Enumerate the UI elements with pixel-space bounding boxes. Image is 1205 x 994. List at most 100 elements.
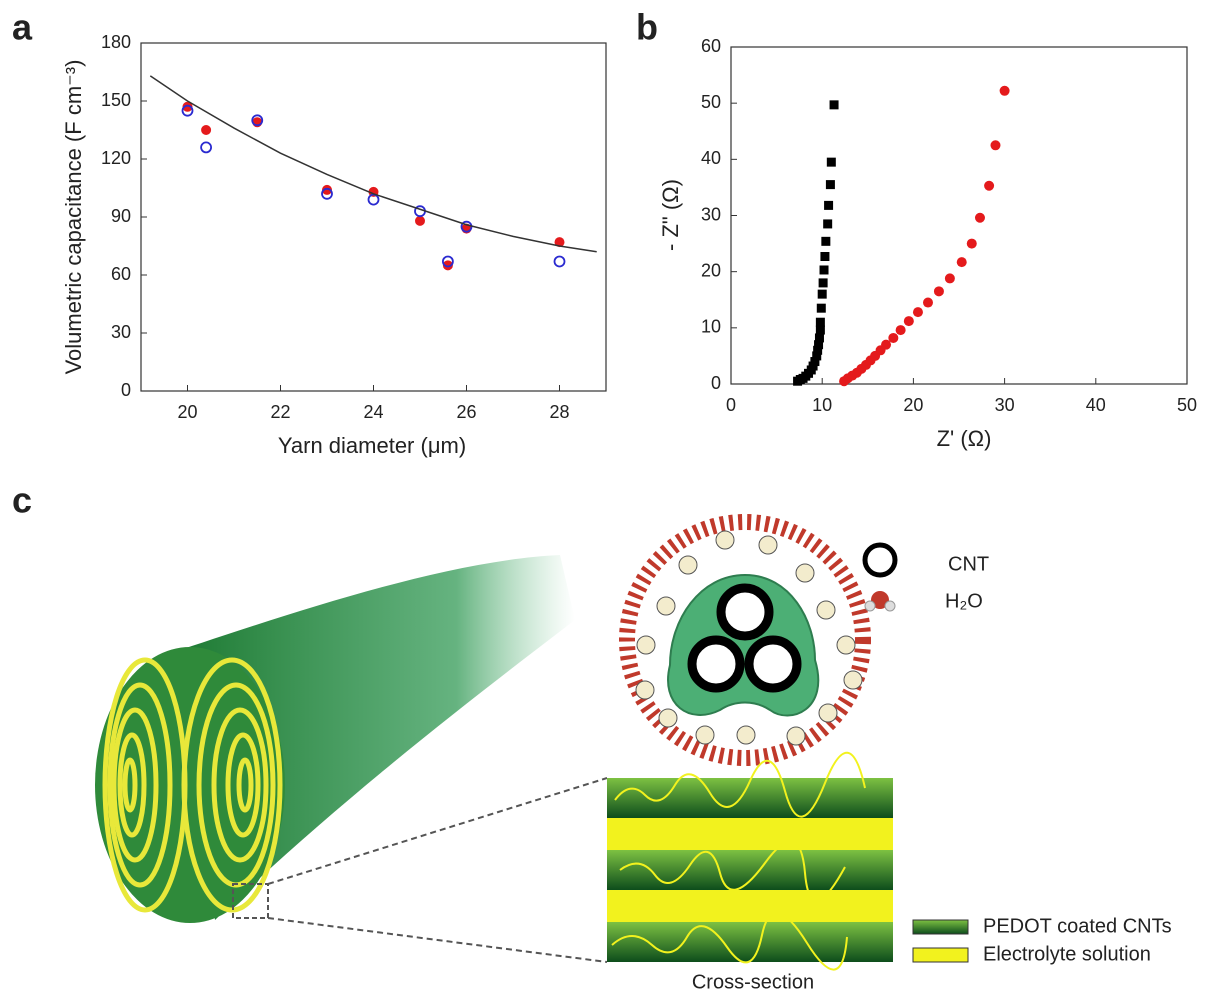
- point: [182, 101, 193, 112]
- point: [813, 345, 823, 355]
- y-tick-label: 180: [101, 32, 131, 52]
- y-axis-label: Volumetric capacitance (F cm⁻³): [61, 60, 86, 375]
- point: [990, 140, 1001, 151]
- zoom-line: [267, 917, 608, 963]
- legend-label: Electrolyte solution: [983, 943, 1151, 965]
- pedot-band: [607, 850, 893, 890]
- x-axis-label: Z' (Ω): [937, 426, 992, 451]
- pedot-band: [607, 922, 893, 962]
- fit-line: [149, 75, 597, 253]
- point: [825, 180, 835, 190]
- plot-frame: [730, 46, 1188, 385]
- cnt-icon: [862, 542, 898, 578]
- x-tick-label: 40: [1086, 395, 1106, 415]
- y-tick-label: 120: [101, 148, 131, 168]
- point: [818, 278, 828, 288]
- y-tick-label: 10: [701, 317, 721, 337]
- point: [824, 200, 834, 210]
- point: [912, 307, 923, 318]
- y-tick-label: 60: [111, 264, 131, 284]
- point: [201, 125, 212, 135]
- point: [814, 333, 824, 343]
- cnt-label: CNT: [948, 553, 989, 575]
- water-shell: [619, 514, 871, 766]
- point: [815, 325, 825, 335]
- point: [895, 325, 906, 336]
- electrolyte-band: [607, 818, 893, 850]
- point: [820, 252, 830, 262]
- x-tick-label: 0: [726, 395, 736, 415]
- point: [441, 255, 454, 268]
- point: [814, 340, 824, 350]
- point: [903, 316, 914, 327]
- cnt-bundle: CNT H₂O: [619, 514, 989, 766]
- y-tick-label: 0: [121, 380, 131, 400]
- point: [415, 215, 425, 226]
- water-icon: [871, 591, 889, 609]
- cross-section: Cross-section PEDOT coated CNTs Electrol…: [607, 751, 1172, 993]
- point: [944, 273, 955, 284]
- point: [888, 332, 899, 343]
- y-tick-label: 20: [701, 260, 721, 280]
- cross-section-label: Cross-section: [692, 971, 814, 993]
- legend-swatch: [912, 919, 969, 935]
- point: [322, 184, 332, 195]
- legend-label: PEDOT coated CNTs: [983, 915, 1172, 937]
- point: [816, 303, 826, 313]
- point: [819, 265, 829, 275]
- electrolyte-band: [607, 890, 893, 922]
- point: [442, 260, 453, 271]
- panel-label: b: [636, 7, 658, 48]
- point: [553, 255, 566, 268]
- x-axis-label: Yarn diameter (μm): [278, 433, 466, 458]
- spiral-right: [181, 657, 283, 913]
- point: [321, 187, 333, 200]
- point: [966, 238, 977, 249]
- point: [826, 157, 836, 167]
- zoom-box: [232, 883, 269, 919]
- cnts: [687, 583, 802, 693]
- x-tick-label: 22: [270, 402, 290, 422]
- y-tick-label: 50: [701, 92, 721, 112]
- point: [812, 351, 822, 361]
- x-tick-label: 10: [812, 395, 832, 415]
- point: [922, 297, 933, 308]
- point: [956, 257, 967, 268]
- point: [554, 237, 565, 248]
- point: [251, 114, 264, 127]
- point: [881, 339, 892, 350]
- zoom-line: [267, 777, 608, 885]
- water-icon: [864, 600, 876, 612]
- point: [200, 141, 213, 154]
- point: [823, 219, 833, 229]
- point: [974, 212, 985, 223]
- point: [181, 104, 194, 117]
- y-tick-label: 30: [111, 322, 131, 342]
- point: [999, 85, 1010, 96]
- water-label: H₂O: [945, 590, 983, 612]
- point: [810, 357, 820, 367]
- y-tick-label: 150: [101, 90, 131, 110]
- x-tick-label: 20: [903, 395, 923, 415]
- legend-swatch: [912, 947, 969, 963]
- y-tick-label: 60: [701, 36, 721, 56]
- water-icon: [884, 600, 896, 612]
- point: [817, 289, 827, 299]
- x-tick-label: 50: [1177, 395, 1197, 415]
- pedot-band: [607, 778, 893, 818]
- point: [815, 317, 825, 327]
- y-tick-label: 40: [701, 148, 721, 168]
- panel-label: a: [12, 7, 33, 48]
- point: [984, 180, 995, 191]
- y-tick-label: 90: [111, 206, 131, 226]
- point: [367, 193, 380, 206]
- x-tick-label: 24: [363, 402, 383, 422]
- point: [933, 286, 944, 297]
- point: [821, 236, 831, 246]
- y-tick-label: 30: [701, 204, 721, 224]
- cnt-strands: [611, 751, 866, 971]
- point: [829, 100, 839, 110]
- y-axis-label: - Z" (Ω): [658, 179, 683, 251]
- plot-frame: [140, 42, 607, 392]
